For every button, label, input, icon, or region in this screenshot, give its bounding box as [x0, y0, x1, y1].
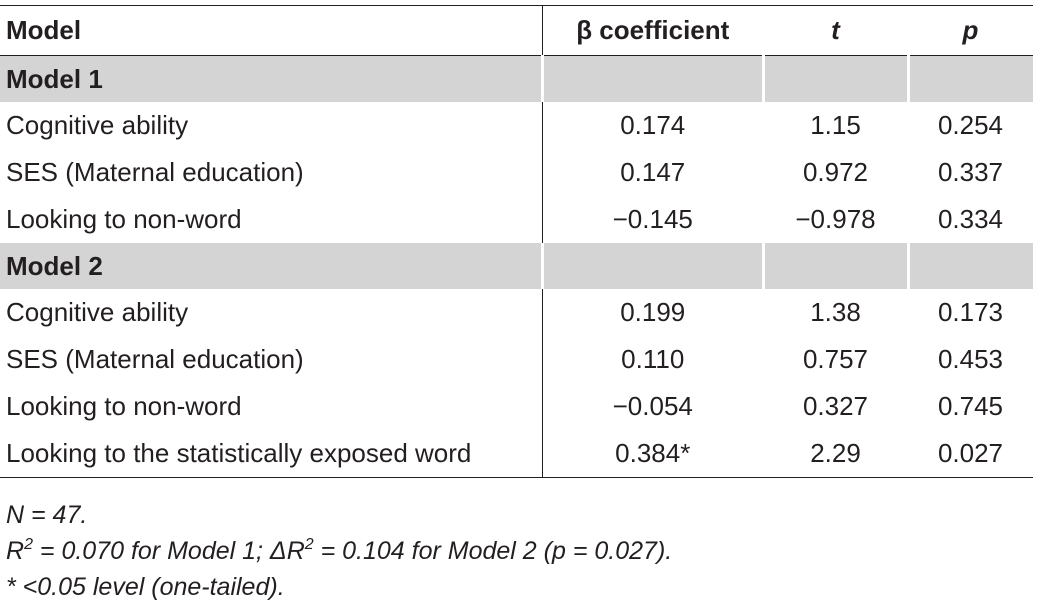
- group-row: Model 2: [0, 243, 1033, 289]
- data-row: SES (Maternal education) 0.147 0.972 0.337: [0, 149, 1033, 196]
- note-sig: * <0.05 level (one-tailed).: [6, 573, 285, 601]
- superscript: 2: [24, 536, 33, 553]
- group-filler: [761, 55, 908, 102]
- footnotes: N = 47. R2 = 0.070 for Model 1; ΔR2 = 0.…: [6, 497, 672, 605]
- data-row: Looking to the statistically exposed wor…: [0, 430, 1033, 478]
- row-label: Cognitive ability: [0, 102, 543, 149]
- group-row: Model 1: [0, 55, 1033, 102]
- superscript: 2: [304, 536, 314, 553]
- data-row: Cognitive ability 0.174 1.15 0.254: [0, 102, 1033, 149]
- row-label: SES (Maternal education): [0, 149, 543, 196]
- value-cell: 0.199: [620, 297, 686, 327]
- header-cell: t: [763, 5, 908, 56]
- value-cell: 0.745: [937, 391, 1004, 421]
- value-cell: 0.337: [937, 157, 1004, 187]
- row-label: Cognitive ability: [0, 289, 543, 336]
- group-filler: [906, 243, 1033, 289]
- value-cell: 0.174: [620, 110, 686, 140]
- value-cell: 0.453: [937, 344, 1004, 374]
- value-cell: 0.173: [937, 297, 1004, 327]
- table-body: Model 1 Cognitive ability 0.174 1.15 0.254 SE…: [0, 55, 1033, 478]
- data-row: Looking to non-word −0.145 −0.978 0.334: [0, 196, 1033, 243]
- value-cell: 1.15: [810, 110, 861, 140]
- note-text: = 0.104 for Model 2 (p = 0.027).: [313, 537, 673, 565]
- value-cell: 0.972: [802, 157, 869, 187]
- group-filler: [761, 243, 908, 289]
- group-filler: [540, 243, 763, 289]
- value-cell: 2.29: [763, 430, 908, 478]
- header-cell: Model: [0, 5, 543, 56]
- table-wrap: Model β coefficient t p Model 1 Cognitive ab…: [0, 5, 1033, 478]
- value-cell: 1.38: [810, 297, 861, 327]
- data-row: Looking to non-word −0.054 0.327 0.745: [0, 383, 1033, 430]
- row-label: Looking to the statistically exposed wor…: [0, 430, 543, 478]
- header-cell: β coefficient: [542, 5, 763, 56]
- value-cell: −0.145: [612, 204, 693, 234]
- group-filler: [906, 55, 1033, 102]
- data-row: SES (Maternal education) 0.110 0.757 0.453: [0, 336, 1033, 383]
- value-cell: 0.254: [937, 110, 1004, 140]
- group-filler: [540, 55, 763, 102]
- group-label: Model 2: [0, 243, 544, 289]
- value-cell: 0.384*: [542, 430, 763, 478]
- value-cell: 0.110: [621, 344, 685, 374]
- note-text: = 0.070 for Model 1; ΔR: [32, 537, 305, 565]
- value-cell: −0.978: [795, 204, 876, 234]
- row-label: Looking to non-word: [0, 383, 543, 430]
- value-cell: 0.147: [620, 157, 686, 187]
- group-label: Model 1: [0, 55, 544, 102]
- regression-table: Model β coefficient t p Model 1 Cognitive ab…: [0, 5, 1033, 478]
- note-text: R: [6, 537, 25, 565]
- value-cell: 0.027: [908, 430, 1033, 478]
- value-cell: −0.054: [612, 391, 693, 421]
- header-row: Model β coefficient t p: [0, 5, 1033, 56]
- data-row: Cognitive ability 0.199 1.38 0.173: [0, 289, 1033, 336]
- value-cell: 0.334: [937, 204, 1004, 234]
- header-cell: p: [908, 5, 1033, 56]
- note-n: N = 47.: [6, 501, 88, 529]
- value-cell: 0.327: [802, 391, 869, 421]
- row-label: Looking to non-word: [0, 196, 543, 243]
- value-cell: 0.757: [802, 344, 869, 374]
- row-label: SES (Maternal education): [0, 336, 543, 383]
- note-r2: R2 = 0.070 for Model 1; ΔR2 = 0.104 for …: [6, 533, 672, 569]
